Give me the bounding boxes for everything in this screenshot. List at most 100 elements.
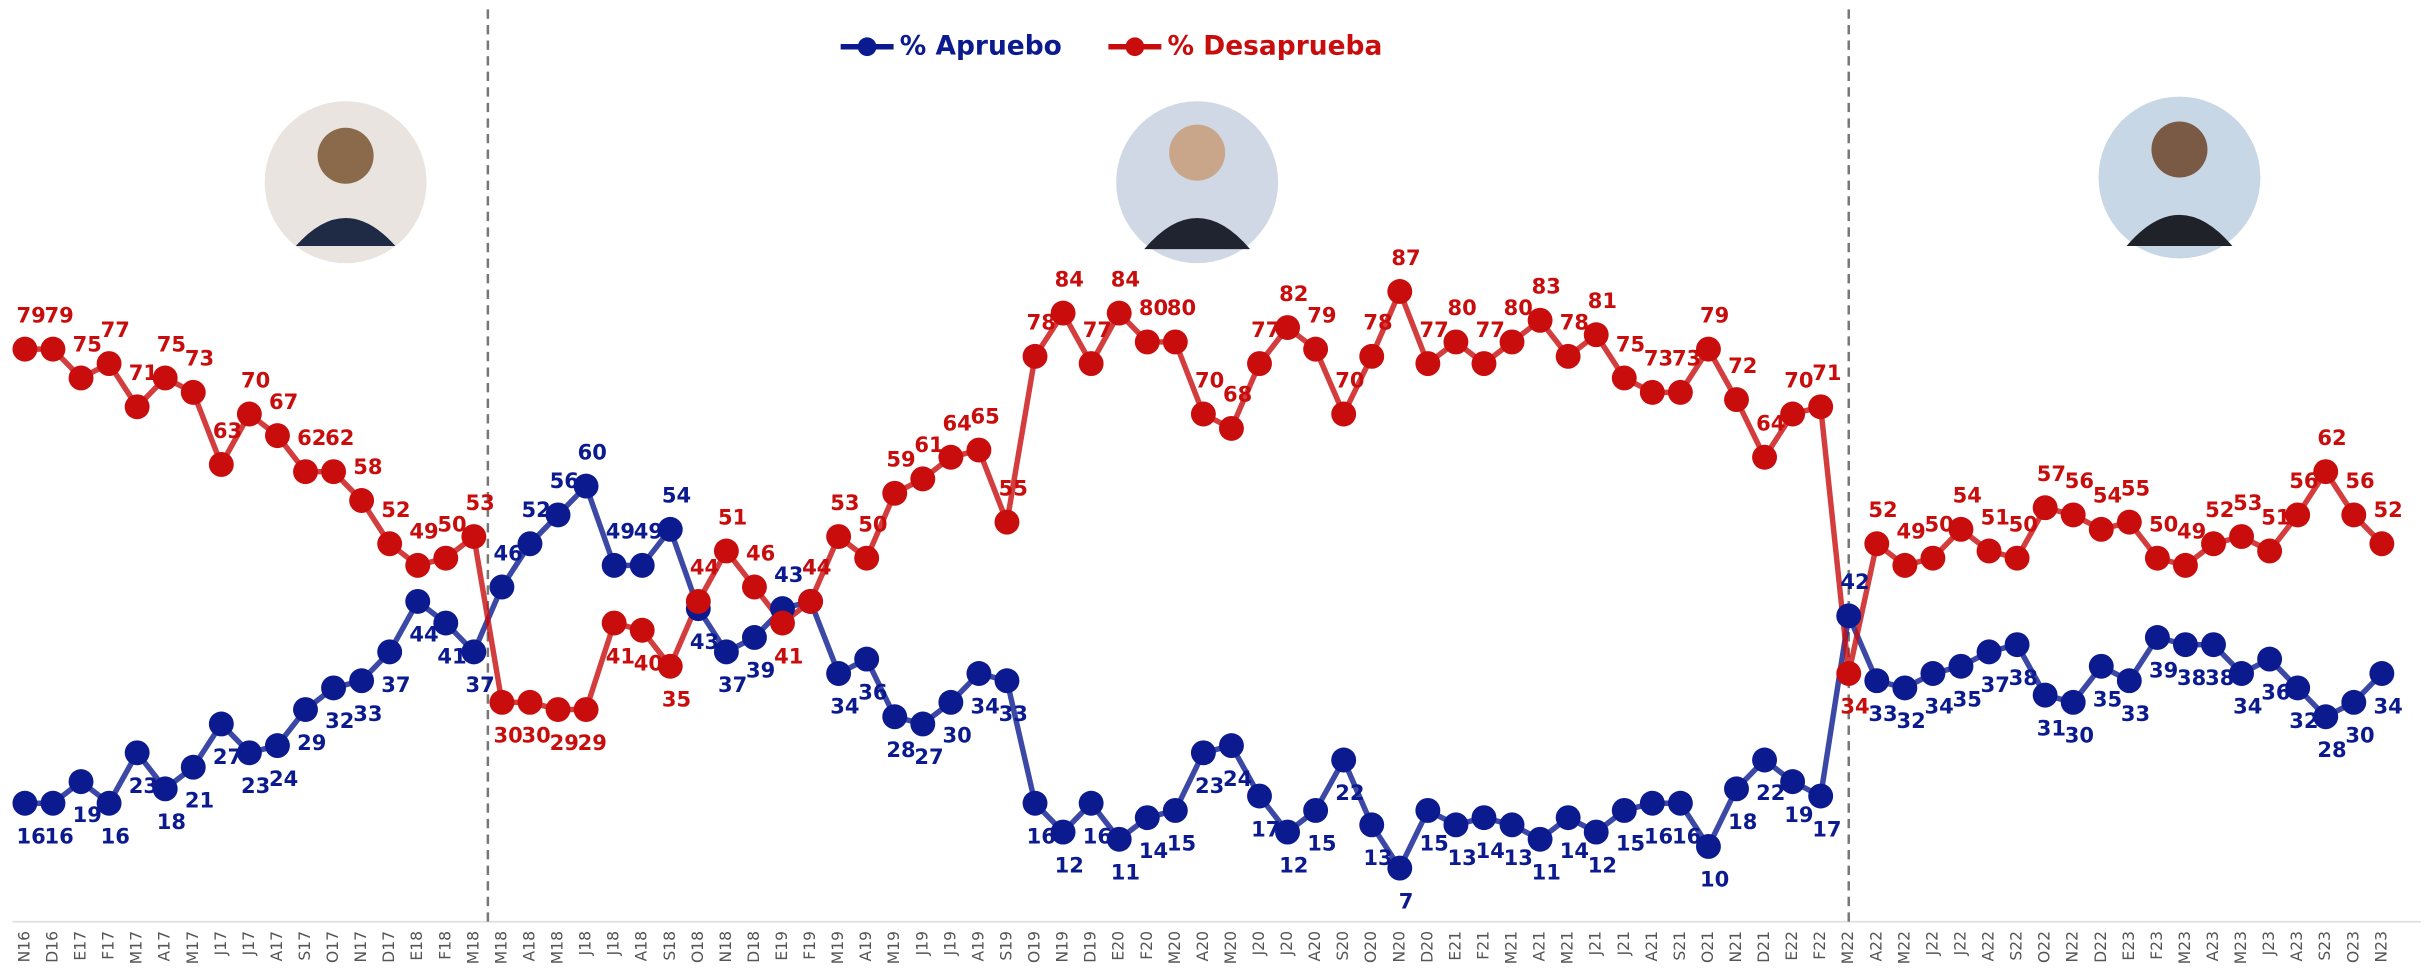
value-label: 80 <box>1504 295 1533 320</box>
point <box>1218 415 1244 441</box>
point <box>1247 351 1272 377</box>
value-label: 62 <box>297 425 326 450</box>
value-label: 30 <box>942 723 971 748</box>
value-label: 30 <box>494 723 523 748</box>
value-label: 27 <box>914 744 943 769</box>
x-tick-label: J22 <box>1923 931 1941 956</box>
x-tick-label: M21 <box>1559 931 1577 964</box>
point <box>1892 675 1918 701</box>
x-tick-label: J19 <box>913 931 931 956</box>
value-label: 63 <box>213 418 242 443</box>
value-label: 82 <box>1279 281 1308 306</box>
point <box>966 661 992 686</box>
point <box>1667 379 1693 405</box>
value-label: 17 <box>1251 816 1280 841</box>
value-label: 33 <box>353 701 382 726</box>
x-tick-label: M17 <box>128 931 146 964</box>
point <box>1864 668 1890 694</box>
point <box>2144 625 2170 650</box>
point <box>1752 444 1778 470</box>
value-label: 79 <box>1307 302 1336 327</box>
value-label: 11 <box>1111 860 1140 885</box>
point <box>2369 661 2395 686</box>
point <box>1359 343 1385 369</box>
value-label: 56 <box>550 468 579 493</box>
value-label: 28 <box>886 737 915 762</box>
x-tick-label: F21 <box>1474 931 1492 960</box>
value-label: 87 <box>1391 245 1420 270</box>
value-label: 56 <box>2345 468 2374 493</box>
value-label: 73 <box>185 346 214 371</box>
point <box>1078 351 1104 377</box>
value-label: 37 <box>381 672 410 697</box>
x-tick-label: S18 <box>661 931 679 961</box>
point <box>1275 315 1301 340</box>
value-label: 64 <box>942 411 971 436</box>
value-label: 35 <box>662 687 691 712</box>
x-tick-label: F22 <box>1811 931 1829 960</box>
point <box>1948 516 1974 542</box>
x-tick-label: A19 <box>857 931 875 961</box>
value-label: 56 <box>2289 468 2318 493</box>
point <box>545 502 571 528</box>
value-label: 55 <box>2121 475 2150 500</box>
point <box>2257 646 2283 672</box>
point <box>1611 365 1637 391</box>
value-label: 62 <box>2317 425 2346 450</box>
value-label: 37 <box>718 672 747 697</box>
point <box>40 336 66 362</box>
point <box>854 545 880 571</box>
value-label: 35 <box>2093 687 2122 712</box>
value-label: 67 <box>269 389 298 414</box>
x-tick-label: M18 <box>492 931 510 964</box>
value-label: 33 <box>2121 701 2150 726</box>
value-label: 44 <box>690 555 719 580</box>
president-photos <box>264 96 2261 264</box>
value-label: 21 <box>185 787 214 812</box>
point <box>2341 502 2367 528</box>
point <box>461 639 487 665</box>
point <box>2313 459 2339 485</box>
point <box>910 711 936 737</box>
value-label: 42 <box>1840 569 1869 594</box>
point <box>1471 805 1497 831</box>
point <box>124 740 150 766</box>
point <box>1387 855 1413 881</box>
x-tick-label: M18 <box>464 931 482 964</box>
point <box>1583 819 1609 845</box>
value-label: 60 <box>578 439 607 464</box>
photo-face <box>317 127 374 184</box>
value-label: 37 <box>465 672 494 697</box>
value-label: 12 <box>1055 852 1084 877</box>
point <box>1499 329 1525 355</box>
value-label: 80 <box>1139 295 1168 320</box>
point <box>2116 668 2142 694</box>
x-tick-label: D21 <box>1755 931 1773 963</box>
x-tick-label: O18 <box>689 931 707 963</box>
photo <box>2098 96 2261 259</box>
point <box>1667 790 1693 816</box>
x-tick-label: A18 <box>633 931 651 961</box>
value-label: 49 <box>2177 519 2206 544</box>
x-tick-label: N19 <box>1054 931 1072 962</box>
x-tick-label: E22 <box>1783 931 1801 961</box>
point <box>2341 689 2367 715</box>
point <box>1275 819 1301 845</box>
x-tick-label: N18 <box>717 931 735 962</box>
point <box>96 790 122 816</box>
point <box>1331 401 1357 427</box>
value-label: 24 <box>269 766 298 791</box>
value-label: 49 <box>606 519 635 544</box>
value-label: 56 <box>2065 468 2094 493</box>
value-label: 39 <box>2149 658 2178 683</box>
point <box>208 452 234 477</box>
value-label: 64 <box>1756 411 1785 436</box>
point <box>349 668 375 694</box>
point <box>461 524 487 549</box>
point <box>1864 531 1890 557</box>
x-tick-label: J19 <box>941 931 959 956</box>
x-tick-label: N21 <box>1727 931 1745 962</box>
point <box>657 516 683 542</box>
value-label: 49 <box>409 519 438 544</box>
x-tick-label: J18 <box>577 931 595 956</box>
